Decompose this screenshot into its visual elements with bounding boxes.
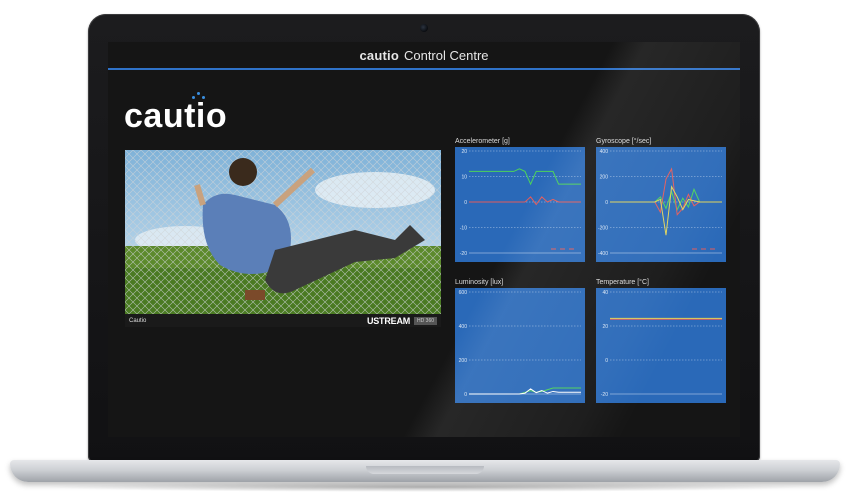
chart-panel-gyroscope: Gyroscope [°/sec] 400 200 0 -200 -400 bbox=[596, 137, 726, 262]
chart-accelerometer: 20 10 0 -10 -20 bbox=[455, 147, 585, 262]
y-tick-label: -20 bbox=[460, 251, 467, 257]
series-line bbox=[610, 185, 722, 236]
page-title: Control Centre bbox=[403, 47, 489, 63]
y-tick-label: -20 bbox=[601, 392, 608, 398]
ustream-logo: USTREAM bbox=[366, 315, 411, 326]
chart-panel-accelerometer: Accelerometer [g] 20 10 0 -10 -20 bbox=[455, 137, 585, 262]
y-tick-label: 0 bbox=[605, 358, 608, 364]
y-tick-label: 200 bbox=[459, 358, 468, 364]
laptop-shadow bbox=[40, 482, 810, 492]
y-tick-label: 20 bbox=[602, 324, 608, 330]
series-line bbox=[469, 196, 581, 206]
brand-dots-icon bbox=[192, 92, 208, 102]
laptop-notch bbox=[366, 466, 484, 474]
video-quality-badge[interactable]: HD 360 bbox=[414, 316, 437, 325]
chart-title: Luminosity [lux] bbox=[455, 279, 504, 286]
webcam-icon bbox=[420, 24, 428, 32]
chart-title: Temperature [°C] bbox=[596, 279, 649, 286]
y-tick-label: -200 bbox=[598, 226, 608, 232]
chart-panel-luminosity: Luminosity [lux] 600 400 200 0 bbox=[455, 278, 585, 403]
header-logo: cautio bbox=[359, 47, 399, 63]
app-header: cautio Control Centre bbox=[108, 42, 740, 70]
chart-luminosity: 600 400 200 0 bbox=[455, 288, 585, 403]
video-info-bar: Cautio USTREAM HD 360 bbox=[125, 314, 441, 327]
chart-title: Accelerometer [g] bbox=[455, 138, 510, 145]
series-line bbox=[469, 168, 581, 186]
chart-temperature: 40 20 0 -20 bbox=[596, 288, 726, 403]
y-tick-label: 0 bbox=[605, 200, 608, 206]
brand-logo: cautio bbox=[124, 97, 228, 135]
screen: cautio Control Centre cautio bbox=[108, 42, 740, 437]
chart-gyroscope: 400 200 0 -200 -400 bbox=[596, 147, 726, 262]
y-tick-label: 600 bbox=[459, 290, 468, 296]
video-frame-image bbox=[125, 150, 441, 314]
y-tick-label: 0 bbox=[464, 392, 467, 398]
y-tick-label: 0 bbox=[464, 200, 467, 206]
series-line bbox=[610, 187, 722, 211]
video-source-label: Cautio bbox=[129, 317, 147, 324]
y-tick-label: 400 bbox=[459, 324, 468, 330]
series-line bbox=[469, 388, 581, 395]
video-player[interactable]: Cautio USTREAM HD 360 bbox=[125, 150, 441, 327]
y-tick-label: -10 bbox=[460, 226, 467, 232]
chart-panel-temperature: Temperature [°C] 40 20 0 -20 bbox=[596, 278, 726, 403]
y-tick-label: 20 bbox=[461, 149, 467, 155]
y-tick-label: 40 bbox=[602, 290, 608, 296]
y-tick-label: 400 bbox=[600, 149, 609, 155]
y-tick-label: -400 bbox=[598, 251, 608, 257]
y-tick-label: 10 bbox=[461, 175, 467, 181]
chart-title: Gyroscope [°/sec] bbox=[596, 138, 652, 145]
y-tick-label: 200 bbox=[600, 175, 609, 181]
